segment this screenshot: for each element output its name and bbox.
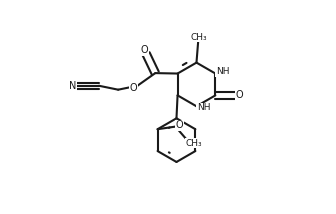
Text: N: N [69, 81, 76, 91]
Text: O: O [236, 90, 244, 100]
Text: CH₃: CH₃ [185, 139, 202, 148]
Text: O: O [140, 45, 148, 55]
Text: NH: NH [216, 67, 229, 76]
Text: O: O [130, 83, 137, 93]
Text: CH₃: CH₃ [191, 33, 208, 42]
Text: O: O [176, 120, 183, 130]
Text: NH: NH [197, 103, 210, 112]
